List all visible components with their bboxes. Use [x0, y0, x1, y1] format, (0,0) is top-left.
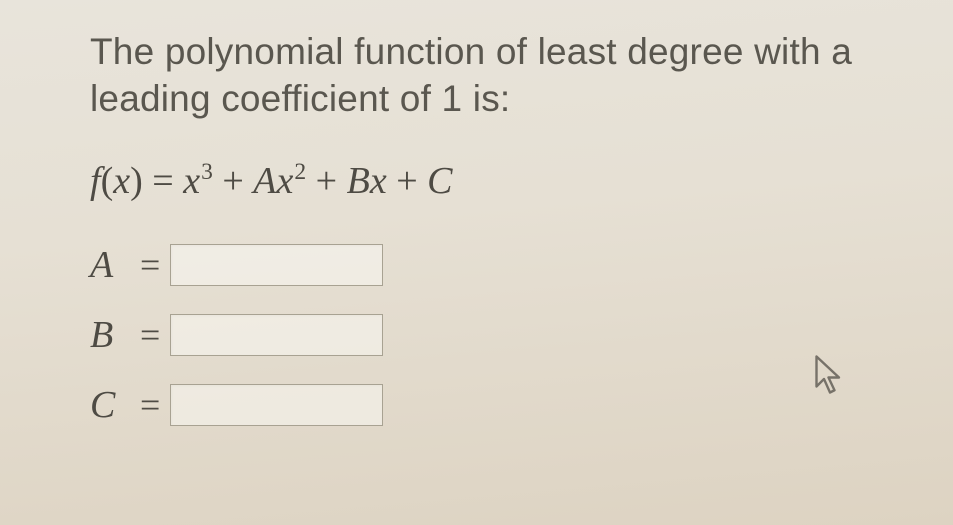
input-c[interactable]: [170, 384, 383, 426]
eq-term1-var: x: [183, 160, 200, 202]
prompt-line-2: leading coefficient of 1 is:: [90, 78, 510, 119]
eq-term4-coef: C: [427, 160, 452, 202]
eq-open-paren: (: [101, 160, 114, 202]
eq-equals: =: [143, 160, 183, 202]
eq-term2-coef: A: [253, 160, 276, 202]
eq-term3-coef: B: [347, 160, 370, 202]
answer-rows: A = B = C =: [90, 243, 893, 427]
eq-close-paren: ): [130, 160, 143, 202]
input-a[interactable]: [170, 244, 383, 286]
eq-term2-var: x: [277, 160, 294, 202]
equals-a: =: [140, 244, 160, 286]
input-b[interactable]: [170, 314, 383, 356]
cursor-arrow-icon: [815, 355, 845, 397]
eq-x: x: [113, 160, 130, 202]
eq-term1-exp: 3: [201, 159, 213, 185]
eq-plus1: +: [213, 160, 253, 202]
question-prompt: The polynomial function of least degree …: [90, 28, 893, 123]
eq-f: f: [90, 160, 101, 202]
eq-term2-exp: 2: [294, 159, 306, 185]
row-b: B =: [90, 313, 893, 357]
eq-plus3: +: [387, 160, 427, 202]
label-b: B: [90, 313, 138, 357]
row-c: C =: [90, 383, 893, 427]
eq-plus2: +: [306, 160, 346, 202]
equals-c: =: [140, 384, 160, 426]
label-c: C: [90, 383, 138, 427]
label-a: A: [90, 243, 138, 287]
question-content: The polynomial function of least degree …: [0, 0, 953, 447]
eq-term3-var: x: [370, 160, 387, 202]
equals-b: =: [140, 314, 160, 356]
polynomial-equation: f(x) = x3 + Ax2 + Bx + C: [90, 159, 893, 203]
row-a: A =: [90, 243, 893, 287]
prompt-line-1: The polynomial function of least degree …: [90, 31, 852, 72]
